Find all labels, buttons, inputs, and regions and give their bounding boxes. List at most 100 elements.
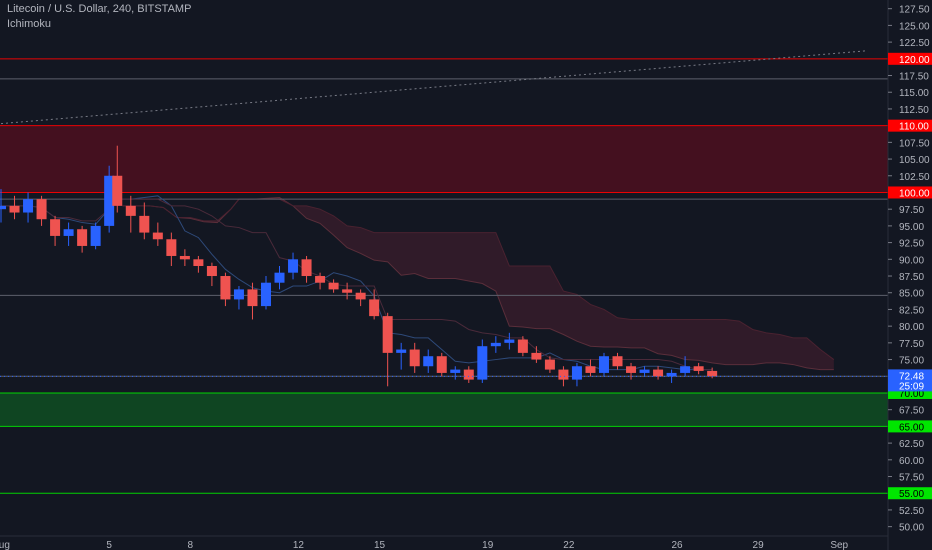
candle-body xyxy=(571,366,582,380)
time-tick-label: 15 xyxy=(374,540,386,550)
candles xyxy=(0,145,718,387)
candle-body xyxy=(544,359,555,370)
resistance-zone xyxy=(0,125,888,193)
resistance-price-badge xyxy=(888,119,932,132)
candle-body xyxy=(247,289,258,307)
candle-body xyxy=(626,366,637,373)
candle-body xyxy=(517,339,528,353)
candle-body xyxy=(450,369,461,373)
support-zone xyxy=(0,392,888,427)
resistance-price-label: 120.00 xyxy=(899,55,930,66)
candle-body xyxy=(612,356,623,367)
indicator-label[interactable]: Ichimoku xyxy=(7,18,52,30)
candle-body xyxy=(179,255,190,260)
resistance-price-label: 110.00 xyxy=(899,122,929,133)
candle-body xyxy=(531,352,542,360)
candle-body xyxy=(0,205,6,210)
candle-body xyxy=(63,229,74,236)
time-tick-label: 5 xyxy=(106,540,112,550)
resistance-price-label: 100.00 xyxy=(899,188,930,199)
time-tick-label: 22 xyxy=(563,540,575,550)
price-tick-label: 62.50 xyxy=(899,439,924,450)
candle-body xyxy=(50,219,61,236)
current-price-label: 72.48 xyxy=(899,371,924,382)
candle-body xyxy=(288,259,299,273)
candle-body xyxy=(369,299,380,317)
time-axis[interactable]: Aug 5 8 12 15 19 22 26 29 Sep xyxy=(0,535,888,550)
price-tick-label: 112.50 xyxy=(899,105,929,116)
price-tick-label: 127.50 xyxy=(899,5,930,16)
candle-body xyxy=(653,369,664,377)
candle-countdown-label: 25:09 xyxy=(899,381,924,392)
candle-body xyxy=(504,339,515,343)
candle-body xyxy=(680,366,691,373)
candle-body xyxy=(139,215,150,233)
price-tick-label: 50.00 xyxy=(899,523,924,534)
candle-body xyxy=(355,292,366,300)
candle-body xyxy=(666,372,677,377)
candle-body xyxy=(301,259,312,277)
time-tick-label: 12 xyxy=(293,540,305,550)
candle-body xyxy=(585,366,596,373)
support-price-label: 65.00 xyxy=(899,422,924,433)
candle-body xyxy=(166,239,177,256)
price-zones xyxy=(0,125,888,427)
candle-body xyxy=(90,225,101,246)
time-tick-label: Sep xyxy=(830,540,848,550)
time-tick-label: Aug xyxy=(0,540,10,550)
candle-body xyxy=(112,175,123,206)
price-tick-label: 105.00 xyxy=(899,155,930,166)
resistance-price-badge xyxy=(888,52,932,65)
price-tick-label: 85.00 xyxy=(899,289,924,300)
price-tick-label: 57.50 xyxy=(899,473,924,484)
candle-body xyxy=(9,205,20,213)
price-tick-label: 125.00 xyxy=(899,21,930,32)
candle-body xyxy=(707,370,718,377)
symbol-title[interactable]: Litecoin / U.S. Dollar, 240, BITSTAMP xyxy=(7,3,192,15)
candle-body xyxy=(396,349,407,353)
candle-body xyxy=(598,356,609,373)
price-tick-label: 107.50 xyxy=(899,138,930,149)
time-tick-label: 26 xyxy=(671,540,683,550)
price-tick-label: 122.50 xyxy=(899,38,930,49)
candle-body xyxy=(558,369,569,380)
price-tick-label: 77.50 xyxy=(899,339,924,350)
candle-body xyxy=(342,289,353,293)
price-tick-label: 115.00 xyxy=(899,88,929,99)
level-price-labels: 120.00 110.00 100.00 70.00 65.00 55.00 72.4825… xyxy=(0,52,932,500)
candle-body xyxy=(260,282,271,307)
support-price-label: 55.00 xyxy=(899,489,924,500)
time-tick-label: 8 xyxy=(187,540,193,550)
support-price-badge xyxy=(888,420,932,433)
price-tick-label: 90.00 xyxy=(899,255,924,266)
support-price-label: 70.00 xyxy=(899,389,924,400)
candle-body xyxy=(423,356,434,367)
price-tick-label: 60.00 xyxy=(899,456,924,467)
price-tick-label: 102.50 xyxy=(899,172,930,183)
price-tick-label: 95.00 xyxy=(899,222,924,233)
price-tick-label: 92.50 xyxy=(899,239,924,250)
candle-body xyxy=(409,349,420,367)
candle-body xyxy=(206,265,217,277)
candle-body xyxy=(436,356,447,373)
candle-body xyxy=(233,289,244,300)
price-tick-label: 117.50 xyxy=(899,72,929,83)
candle-body xyxy=(328,282,339,290)
time-tick-label: 29 xyxy=(753,540,765,550)
time-tick-label: 19 xyxy=(482,540,494,550)
price-tick-label: 80.00 xyxy=(899,322,924,333)
candle-body xyxy=(77,229,88,246)
candle-body xyxy=(315,276,326,283)
price-tick-label: 97.50 xyxy=(899,205,924,216)
price-tick-label: 82.50 xyxy=(899,305,924,316)
current-price-badge xyxy=(888,369,932,392)
candle-body xyxy=(693,366,704,371)
price-tick-label: 52.50 xyxy=(899,506,924,517)
candle-body xyxy=(104,175,115,226)
kumo-cloud xyxy=(122,197,834,370)
candle-body xyxy=(490,342,501,347)
candle-body xyxy=(23,199,34,213)
candle-body xyxy=(152,232,163,240)
price-tick-label: 87.50 xyxy=(899,272,924,283)
